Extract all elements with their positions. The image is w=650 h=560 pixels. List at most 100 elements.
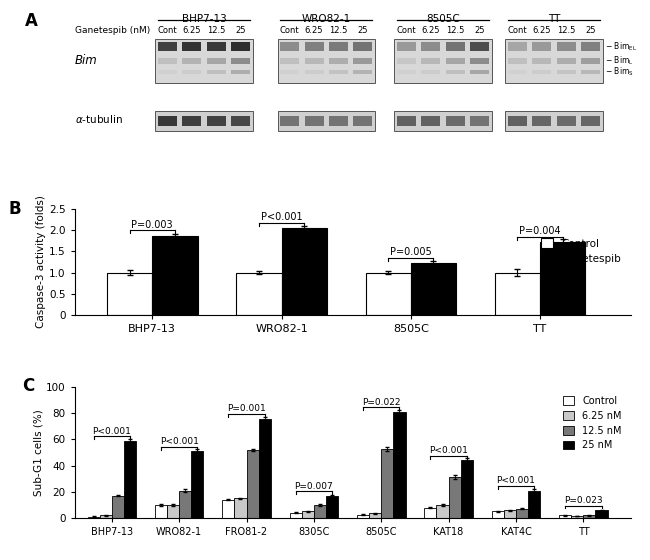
Bar (421, 42, 440, 51)
Text: P<0.001: P<0.001 (261, 212, 302, 222)
Bar (329, 42, 348, 51)
Text: WRO82-1: WRO82-1 (302, 14, 351, 24)
Bar (557, 115, 576, 126)
Bar (581, 58, 600, 64)
Bar (107, 273, 152, 315)
Bar (231, 115, 250, 126)
Bar (235, 498, 246, 518)
Bar (446, 58, 465, 64)
Bar (290, 513, 302, 518)
Bar (278, 39, 375, 83)
Bar (357, 515, 369, 518)
Bar (395, 39, 491, 83)
Bar (329, 58, 348, 64)
Bar (280, 58, 299, 64)
Bar (158, 42, 177, 51)
Bar (446, 70, 465, 74)
Bar (506, 111, 603, 130)
Bar (207, 70, 226, 74)
Text: 6.25: 6.25 (183, 26, 201, 35)
Bar (99, 515, 112, 518)
Bar (581, 70, 600, 74)
Text: Cont: Cont (396, 26, 416, 35)
Bar (504, 510, 516, 518)
Bar (508, 58, 527, 64)
Text: 12.5: 12.5 (329, 26, 348, 35)
Bar (581, 42, 600, 51)
Text: C: C (22, 377, 34, 395)
Text: P=0.004: P=0.004 (519, 226, 561, 236)
Text: BHP7-13: BHP7-13 (181, 14, 226, 24)
Bar (421, 70, 440, 74)
Bar (446, 42, 465, 51)
Bar (571, 516, 583, 518)
Bar (557, 70, 576, 74)
Bar (411, 263, 456, 315)
Bar (557, 58, 576, 64)
Bar (508, 115, 527, 126)
Bar (158, 70, 177, 74)
Text: $-$ Bim$_{\rm S}$: $-$ Bim$_{\rm S}$ (606, 66, 634, 78)
Text: 8505C: 8505C (426, 14, 460, 24)
Bar (461, 460, 473, 518)
Text: P=0.007: P=0.007 (294, 482, 333, 491)
Bar (231, 42, 250, 51)
Text: Ganetespib (nM): Ganetespib (nM) (75, 26, 150, 35)
Bar (305, 70, 324, 74)
Bar (540, 242, 585, 315)
Bar (280, 70, 299, 74)
Text: P=0.023: P=0.023 (564, 496, 603, 505)
Text: 6.25: 6.25 (305, 26, 323, 35)
Bar (280, 115, 299, 126)
Bar (329, 70, 348, 74)
Bar (231, 70, 250, 74)
Bar (421, 58, 440, 64)
Text: 25: 25 (474, 26, 485, 35)
Bar (302, 511, 314, 518)
Text: 12.5: 12.5 (446, 26, 464, 35)
Bar (353, 115, 372, 126)
Bar (395, 111, 491, 130)
Text: Cont: Cont (508, 26, 527, 35)
Text: Cont: Cont (280, 26, 300, 35)
Bar (179, 491, 191, 518)
Bar (557, 42, 576, 51)
Bar (506, 39, 603, 83)
Text: A: A (25, 12, 38, 30)
Text: P<0.001: P<0.001 (429, 446, 468, 455)
Bar (88, 517, 99, 518)
Bar (397, 58, 416, 64)
Text: $\alpha$-tubulin: $\alpha$-tubulin (75, 113, 123, 125)
Text: P=0.001: P=0.001 (227, 404, 266, 413)
Bar (259, 418, 271, 518)
Bar (369, 514, 382, 518)
Bar (353, 70, 372, 74)
Text: $-$ Bim$_{\rm EL}$: $-$ Bim$_{\rm EL}$ (606, 40, 638, 53)
Text: P<0.001: P<0.001 (160, 437, 199, 446)
Bar (424, 507, 437, 518)
Bar (559, 515, 571, 518)
Text: B: B (8, 200, 21, 218)
Bar (155, 39, 253, 83)
Text: 25: 25 (235, 26, 246, 35)
Bar (595, 510, 608, 518)
Bar (182, 70, 202, 74)
Bar (470, 70, 489, 74)
Bar (237, 273, 281, 315)
Bar (532, 70, 551, 74)
Text: 12.5: 12.5 (557, 26, 575, 35)
Bar (305, 42, 324, 51)
Bar (182, 58, 202, 64)
Bar (397, 42, 416, 51)
Text: Cont: Cont (158, 26, 177, 35)
Bar (353, 58, 372, 64)
Text: 6.25: 6.25 (533, 26, 551, 35)
Bar (532, 58, 551, 64)
Bar (382, 449, 393, 518)
Bar (158, 115, 177, 126)
Text: P=0.022: P=0.022 (362, 398, 400, 407)
Y-axis label: Sub-G1 cells (%): Sub-G1 cells (%) (33, 409, 44, 496)
Bar (532, 42, 551, 51)
Bar (112, 496, 124, 518)
Bar (191, 451, 203, 518)
